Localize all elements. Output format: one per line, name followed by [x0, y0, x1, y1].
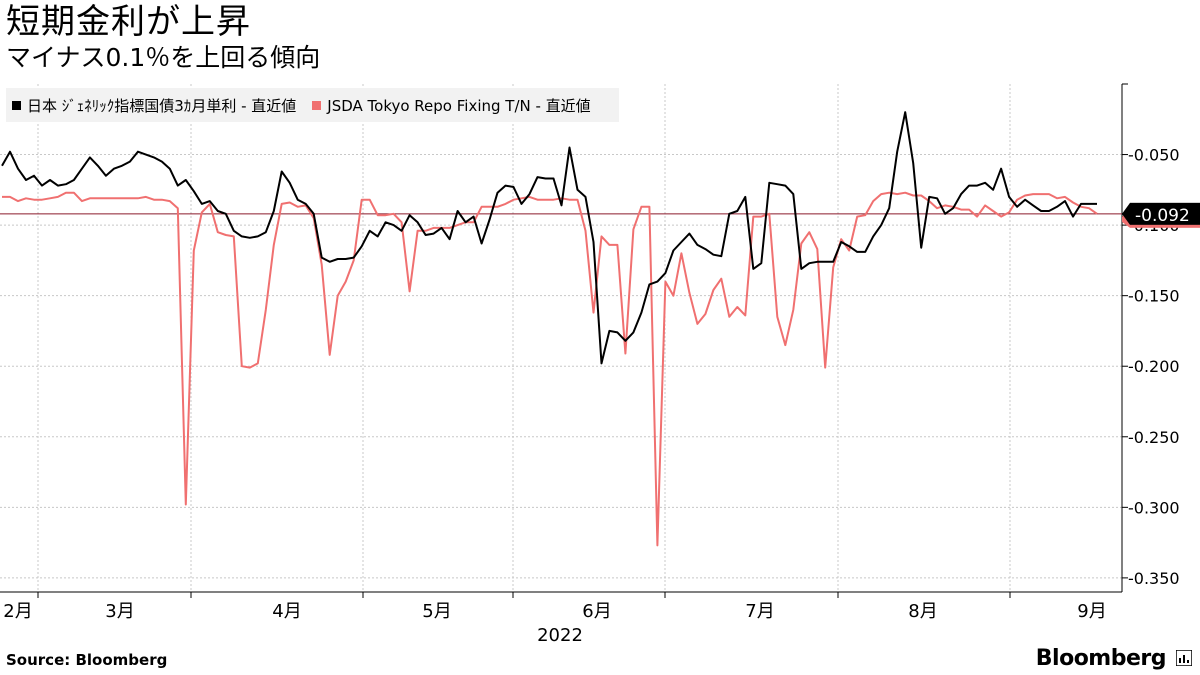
- y-tick-label: -0.350: [1128, 569, 1180, 588]
- series-line-2: [2, 191, 1098, 547]
- bloomberg-chart-icon: [1176, 650, 1192, 666]
- y-tick-label: -0.300: [1128, 498, 1180, 517]
- chart-subtitle: マイナス0.1％を上回る傾向: [6, 43, 321, 72]
- x-tick-label: 8月: [908, 601, 937, 622]
- x-tick-label: 7月: [745, 601, 774, 622]
- last-value-pointer-series-1: [1122, 202, 1130, 225]
- y-tick-label: -0.150: [1128, 287, 1180, 306]
- y-tick-label: -0.250: [1128, 428, 1180, 447]
- x-tick-label: 5月: [422, 601, 451, 622]
- x-year-label: 2022: [537, 625, 583, 646]
- legend-label-series-1: 日本 ｼﾞｪﾈﾘｯｸ指標国債3ｶ月単利 - 直近値: [27, 96, 297, 115]
- legend-item-series-2: JSDA Tokyo Repo Fixing T/N - 直近値: [312, 95, 591, 116]
- chart-title: 短期金利が上昇: [6, 2, 251, 42]
- series-line-1: [1, 111, 1097, 365]
- y-tick-label: -0.200: [1128, 357, 1180, 376]
- legend: 日本 ｼﾞｪﾈﾘｯｸ指標国債3ｶ月単利 - 直近値 JSDA Tokyo Rep…: [6, 88, 619, 122]
- x-tick-label: 3月: [105, 601, 134, 622]
- legend-label-series-2: JSDA Tokyo Repo Fixing T/N - 直近値: [327, 96, 591, 115]
- last-value-box-series-1: [1130, 202, 1200, 225]
- y-tick-label: -0.050: [1128, 146, 1180, 165]
- x-tick-label: 9月: [1077, 601, 1106, 622]
- x-tick-label: 2月: [3, 601, 32, 622]
- last-value-label: -0.092: [1135, 206, 1190, 226]
- legend-swatch-series-1: [12, 100, 21, 110]
- legend-swatch-series-2: [312, 100, 322, 110]
- x-tick-label: 4月: [272, 601, 301, 622]
- legend-item-series-1: 日本 ｼﾞｪﾈﾘｯｸ指標国債3ｶ月単利 - 直近値: [12, 95, 296, 116]
- bloomberg-logo: Bloomberg: [1035, 646, 1167, 671]
- x-tick-label: 6月: [582, 601, 611, 622]
- source-note: Source: Bloomberg: [6, 651, 168, 669]
